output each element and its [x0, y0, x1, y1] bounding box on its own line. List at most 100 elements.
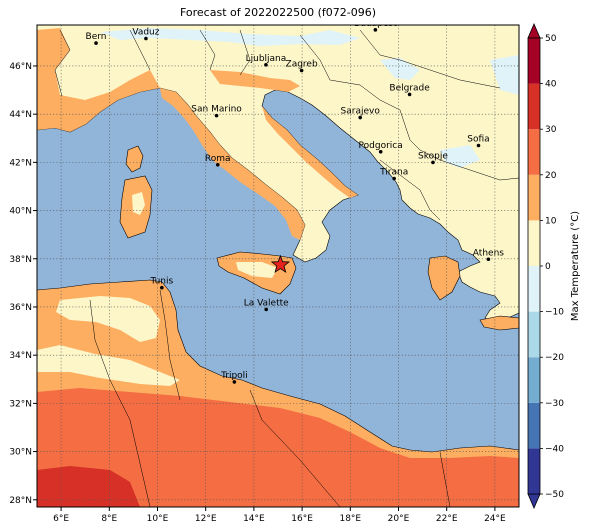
city-dot: [476, 143, 481, 148]
lon-tick-label: 20°E: [388, 514, 410, 524]
event-star: [270, 254, 291, 274]
lat-tick-label: 28°N: [9, 496, 32, 506]
city-dot: [358, 115, 362, 120]
city-label: Zagreb: [286, 60, 318, 70]
colorbar-extend-high: [527, 22, 541, 39]
map-frame: [36, 24, 520, 508]
lon-tick-label: 8°E: [101, 514, 117, 524]
colorbar: 50 40 30 20 10 0 −10 −20 −30 −40 −50: [527, 22, 564, 510]
city-label: Roma: [205, 154, 231, 164]
colorbar-segment: [528, 129, 540, 175]
colorbar-tick-label: 40: [545, 80, 557, 90]
colorbar-tick-label: −30: [545, 399, 564, 409]
sahara-hottest: [37, 466, 140, 507]
colorbar-tick-label: −20: [545, 353, 564, 363]
sardinia-inner: [132, 192, 145, 215]
corsica: [125, 145, 144, 173]
city-label: Sarajevo: [341, 107, 381, 117]
tunisia-cream: [56, 296, 160, 342]
map-title: Forecast of 2022022500 (f072-096): [179, 6, 377, 19]
city-label: Budapest: [354, 19, 397, 29]
colorbar-segment: [528, 402, 540, 449]
colorbar-tick-label: −10: [545, 308, 564, 318]
colorbar-segment: [528, 448, 540, 494]
city-dot: [299, 68, 304, 73]
lat-tick-label: 46°N: [9, 62, 32, 72]
city-label: Podgorica: [359, 141, 403, 151]
lon-tick-label: 14°E: [243, 514, 265, 524]
colorbar-tick-label: 50: [545, 34, 557, 44]
city-label: San Marino: [191, 105, 242, 115]
city-label: Bern: [86, 32, 107, 42]
colorbar-segment: [528, 83, 540, 130]
lon-tick-label: 16°E: [291, 514, 313, 524]
crete: [479, 315, 519, 331]
gridlines: [37, 25, 519, 507]
alps-south-warm: [210, 70, 300, 92]
lat-tick-label: 34°N: [9, 351, 32, 361]
lat-tick-label: 36°N: [9, 303, 32, 313]
lat-tick-label: 40°N: [9, 207, 32, 217]
lat-tick-label: 42°N: [9, 158, 32, 168]
cold-patch-east: [490, 55, 519, 95]
city-dot: [373, 28, 378, 32]
peloponnese: [427, 255, 461, 301]
colorbar-segment: [528, 311, 540, 358]
lon-tick-label: 10°E: [147, 514, 169, 524]
lon-tick-label: 22°E: [436, 514, 458, 524]
city-label: Tripoli: [220, 371, 248, 381]
city-dot: [486, 257, 491, 262]
colorbar-segment: [528, 357, 540, 403]
lat-tick-label: 32°N: [9, 399, 32, 409]
colorbar-extend-low: [527, 493, 541, 510]
city-label: Tunis: [149, 277, 173, 287]
city-dot: [431, 160, 435, 165]
colorbar-tick-label: 30: [545, 125, 557, 135]
cold-patch-balkan: [380, 58, 420, 80]
country-borders: [54, 29, 519, 507]
city-dot: [392, 176, 396, 181]
city-label: Vaduz: [132, 27, 159, 37]
city-label: Ljubljana: [246, 54, 287, 64]
city-label: Athens: [473, 248, 504, 258]
colorbar-tick-label: 10: [545, 216, 557, 226]
lon-tick-label: 6°E: [53, 514, 69, 524]
city-dot: [407, 92, 412, 97]
city-label: Sofia: [467, 135, 489, 145]
colorbar-tick-label: −40: [545, 444, 564, 454]
city-dot: [215, 162, 220, 167]
adriatic-warm-band: [262, 106, 358, 198]
cold-patch-alps: [100, 28, 360, 46]
city-dot: [378, 149, 383, 154]
lon-tick-label: 24°E: [484, 514, 506, 524]
city-dot: [264, 62, 268, 67]
italy-warm-band: [160, 88, 305, 240]
colorbar-tick-label: 0: [545, 262, 551, 272]
lat-tick-label: 38°N: [9, 255, 32, 265]
colorbar-label: Max Temperature (°C): [570, 211, 581, 321]
lat-tick-label: 30°N: [9, 448, 32, 458]
colorbar-segment: [528, 266, 540, 312]
map-axes: 6°E 8°E 10°E 12°E 14°E 16°E 18°E 20°E 22°E 24°E 46…: [9, 62, 506, 524]
city-dot: [144, 36, 148, 41]
star-marker: [270, 254, 291, 274]
city-dot: [232, 380, 237, 384]
colorbar-tick-label: −50: [545, 490, 564, 500]
lat-tick-label: 44°N: [9, 110, 32, 120]
city-label: Belgrade: [389, 83, 430, 93]
city-dot: [214, 113, 219, 118]
colorbar-segment: [528, 174, 540, 221]
city-dot: [264, 307, 268, 312]
lon-tick-label: 12°E: [195, 514, 217, 524]
alps-warm-band: [37, 28, 160, 132]
city-label: Tirana: [379, 168, 408, 178]
city-label: Skopje: [418, 151, 448, 161]
lon-tick-label: 18°E: [339, 514, 361, 524]
city-label: La Valette: [244, 298, 289, 308]
sicily-inner: [236, 262, 278, 278]
colorbar-tick-label: 20: [545, 171, 557, 181]
